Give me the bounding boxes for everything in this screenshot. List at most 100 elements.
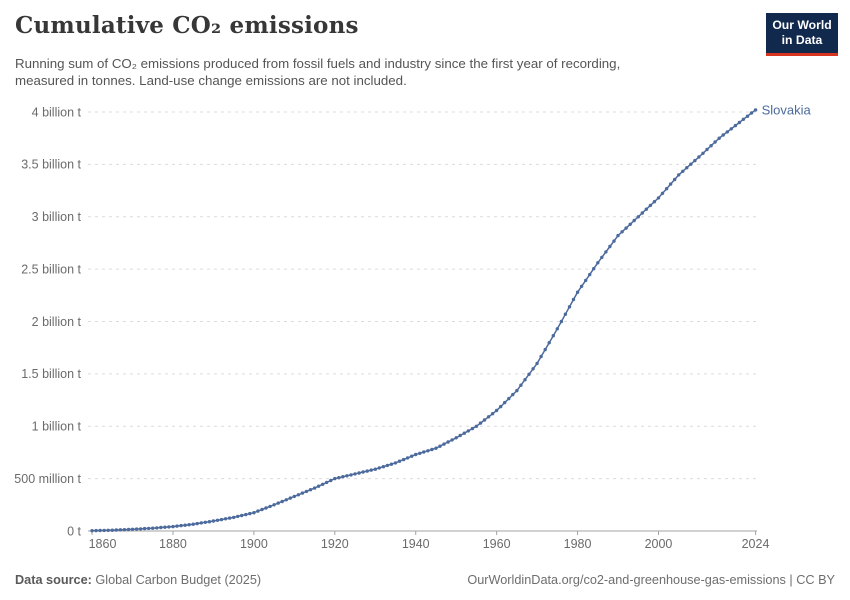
data-point bbox=[232, 515, 236, 520]
data-point bbox=[248, 511, 252, 516]
data-point bbox=[709, 144, 713, 148]
data-point bbox=[329, 478, 333, 483]
data-point bbox=[559, 319, 564, 324]
data-point bbox=[211, 519, 216, 523]
data-point bbox=[349, 473, 353, 477]
series-end-label[interactable]: Slovakia bbox=[762, 102, 812, 117]
data-point bbox=[118, 528, 123, 532]
data-point bbox=[369, 468, 373, 472]
data-point bbox=[450, 438, 454, 442]
data-point bbox=[126, 527, 131, 532]
data-point bbox=[171, 524, 175, 529]
data-point bbox=[567, 305, 572, 309]
data-point bbox=[252, 511, 256, 515]
data-point bbox=[389, 462, 394, 466]
data-point bbox=[519, 383, 523, 387]
data-point bbox=[737, 120, 742, 125]
page-title: Cumulative CO₂ emissions bbox=[15, 12, 359, 39]
data-point bbox=[337, 476, 341, 480]
data-point bbox=[381, 465, 386, 469]
data-point bbox=[620, 230, 624, 234]
data-point bbox=[365, 469, 369, 473]
data-point bbox=[142, 526, 147, 531]
data-point bbox=[636, 215, 640, 219]
data-point bbox=[377, 466, 381, 470]
y-axis-tick-label: 3.5 billion t bbox=[21, 158, 81, 172]
owid-logo[interactable]: Our World in Data bbox=[766, 13, 838, 56]
data-point bbox=[664, 187, 669, 191]
data-point bbox=[199, 521, 203, 525]
data-point bbox=[195, 521, 199, 526]
x-axis-tick-label: 1980 bbox=[564, 537, 592, 551]
data-point bbox=[341, 475, 345, 479]
data-point bbox=[122, 528, 127, 532]
data-point bbox=[624, 226, 628, 230]
data-point bbox=[628, 222, 632, 226]
data-point bbox=[705, 147, 709, 152]
data-point bbox=[207, 520, 212, 524]
chart-subtitle: Running sum of CO₂ emissions produced fr… bbox=[15, 55, 620, 89]
data-point bbox=[163, 525, 167, 529]
data-point bbox=[215, 518, 220, 522]
data-point bbox=[385, 463, 390, 468]
data-point bbox=[106, 528, 110, 532]
data-point bbox=[296, 493, 301, 497]
data-point bbox=[551, 334, 555, 338]
data-point bbox=[515, 388, 519, 393]
data-point bbox=[155, 526, 159, 530]
chart-subtitle-line1: Running sum of CO₂ emissions produced fr… bbox=[15, 56, 621, 71]
data-point bbox=[268, 504, 272, 509]
data-point bbox=[677, 173, 681, 177]
data-point bbox=[138, 527, 143, 531]
data-point bbox=[288, 496, 292, 500]
slovakia-line[interactable] bbox=[91, 109, 757, 532]
data-point bbox=[592, 267, 596, 271]
data-point bbox=[94, 528, 98, 533]
data-point bbox=[503, 400, 507, 405]
data-point bbox=[410, 454, 414, 458]
data-point bbox=[434, 446, 438, 450]
data-point bbox=[167, 525, 171, 529]
data-point bbox=[656, 196, 661, 200]
data-point bbox=[571, 297, 576, 302]
data-point bbox=[749, 111, 754, 115]
x-axis-tick-label: 2000 bbox=[645, 537, 673, 551]
y-axis-tick-label: 2 billion t bbox=[32, 315, 82, 329]
data-point bbox=[446, 440, 450, 444]
data-point bbox=[482, 418, 487, 422]
data-point bbox=[203, 520, 207, 524]
y-axis-tick-label: 500 million t bbox=[14, 472, 81, 486]
data-point bbox=[304, 489, 309, 494]
data-point bbox=[187, 523, 191, 527]
data-point bbox=[312, 486, 317, 490]
x-axis-tick-label: 1920 bbox=[321, 537, 349, 551]
data-point bbox=[357, 471, 361, 475]
data-point bbox=[260, 507, 264, 512]
chart-subtitle-line2: measured in tonnes. Land-use change emis… bbox=[15, 73, 407, 88]
data-point bbox=[114, 528, 119, 532]
data-point bbox=[462, 431, 466, 435]
data-point bbox=[147, 526, 151, 531]
data-point bbox=[284, 498, 288, 502]
footer-link[interactable]: OurWorldinData.org/co2-and-greenhouse-ga… bbox=[467, 573, 835, 587]
data-point bbox=[741, 117, 746, 122]
data-point bbox=[393, 461, 398, 465]
data-point bbox=[191, 522, 195, 526]
data-point bbox=[422, 450, 426, 454]
data-point bbox=[673, 177, 677, 182]
data-point bbox=[454, 436, 458, 440]
data-point bbox=[219, 517, 224, 522]
data-point bbox=[697, 155, 701, 159]
data-point bbox=[345, 474, 349, 478]
data-point bbox=[474, 424, 479, 428]
x-axis-tick-label: 1940 bbox=[402, 537, 430, 551]
x-axis-tick-label: 2024 bbox=[742, 537, 770, 551]
data-point bbox=[660, 191, 665, 195]
data-point bbox=[264, 506, 268, 510]
data-point bbox=[470, 426, 475, 431]
data-point bbox=[240, 513, 244, 518]
data-point bbox=[596, 261, 600, 265]
data-point bbox=[458, 433, 462, 438]
